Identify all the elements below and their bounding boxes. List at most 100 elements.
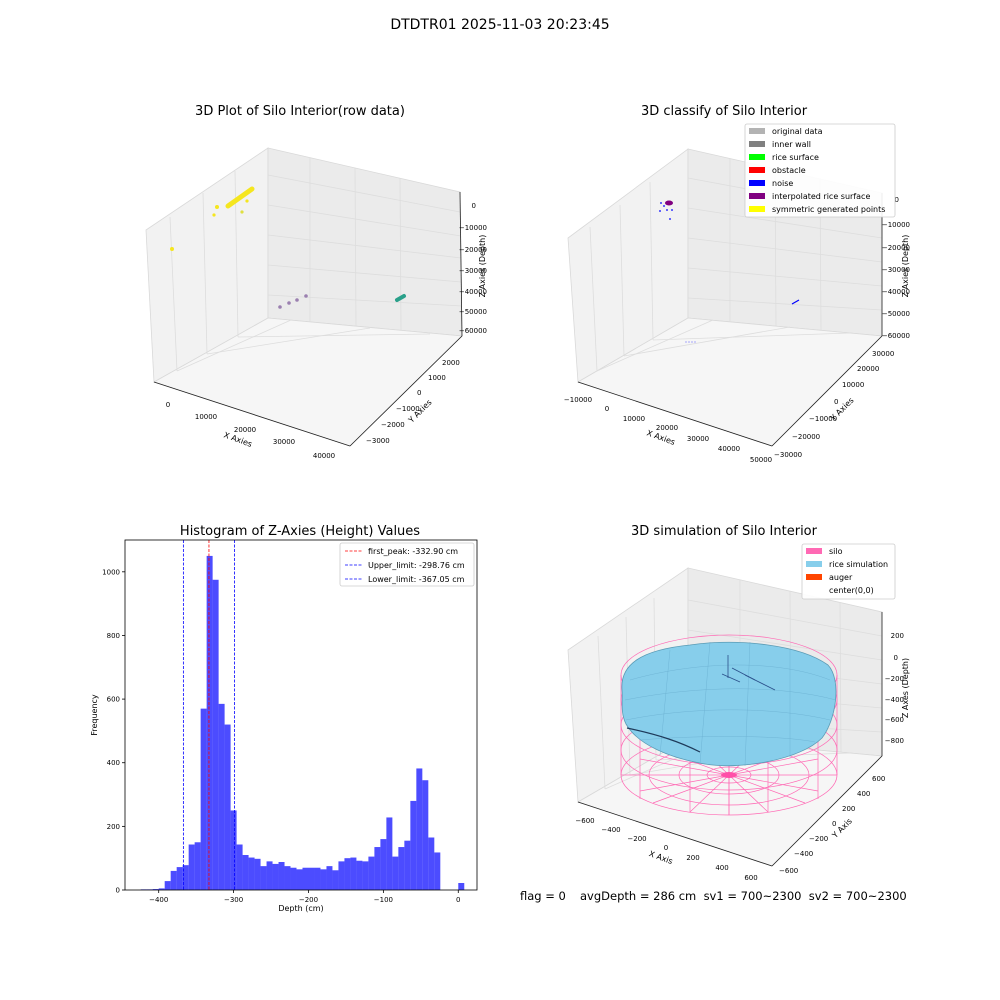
plot2-legend-label: original data bbox=[772, 127, 823, 136]
plot4-legend-label: center(0,0) bbox=[829, 586, 874, 595]
svg-text:40000: 40000 bbox=[718, 445, 740, 453]
histogram-bar bbox=[188, 844, 195, 890]
svg-text:0: 0 bbox=[834, 398, 838, 406]
plot4-legend-swatch-2 bbox=[806, 574, 822, 580]
plot4-z-label: Z Axes (Depth) bbox=[901, 658, 910, 718]
histogram-y-ticks: 0 200 400 600 800 1000 bbox=[102, 568, 125, 895]
svg-text:−20000: −20000 bbox=[459, 246, 487, 254]
plot1-point bbox=[295, 298, 299, 302]
histogram-bar bbox=[200, 708, 207, 890]
plot2-legend-swatch-6 bbox=[749, 206, 765, 212]
histogram-bar bbox=[152, 889, 159, 890]
histogram-bar bbox=[326, 866, 333, 890]
svg-text:−40000: −40000 bbox=[882, 288, 910, 296]
histogram-bar bbox=[362, 861, 369, 890]
plot1-point bbox=[170, 247, 174, 251]
histogram-x-tick-label: −200 bbox=[299, 896, 318, 904]
plot2-noise-line bbox=[791, 299, 800, 305]
histogram-x-tick-label: −100 bbox=[374, 896, 393, 904]
svg-text:−60000: −60000 bbox=[459, 327, 487, 335]
plot4-silo-center-mark bbox=[721, 772, 737, 778]
histogram-y-tick-label: 600 bbox=[107, 696, 120, 704]
histogram-frame bbox=[124, 539, 478, 891]
svg-text:−2000: −2000 bbox=[381, 421, 405, 429]
histogram-bar bbox=[248, 857, 255, 890]
svg-text:0: 0 bbox=[895, 196, 899, 204]
plot1-point bbox=[212, 213, 216, 217]
histogram-bar bbox=[176, 867, 183, 890]
svg-text:10000: 10000 bbox=[623, 415, 645, 423]
histogram-bar bbox=[254, 858, 261, 890]
histogram-bar bbox=[320, 869, 327, 890]
histogram-bar bbox=[206, 555, 213, 890]
svg-text:200: 200 bbox=[891, 632, 904, 640]
plot1-point bbox=[287, 301, 291, 305]
svg-text:−30000: −30000 bbox=[882, 266, 910, 274]
plot1-3d-axes: 0 10000 20000 30000 40000 2000 1000 0 −1… bbox=[145, 147, 487, 460]
svg-text:−60000: −60000 bbox=[882, 332, 910, 340]
plot2-legend-swatch-1 bbox=[749, 141, 765, 147]
histogram-bar bbox=[386, 817, 393, 890]
histogram-title: Histogram of Z-Axies (Height) Values bbox=[179, 524, 421, 539]
plot1-yellow-cluster bbox=[225, 186, 255, 209]
histogram-bar bbox=[338, 861, 345, 890]
histogram-bar bbox=[242, 855, 249, 890]
svg-text:0: 0 bbox=[166, 401, 170, 409]
plot2-legend-swatch-3 bbox=[749, 167, 765, 173]
svg-text:0: 0 bbox=[417, 389, 421, 397]
histogram-bar bbox=[422, 780, 429, 890]
plot4-rice-mesh bbox=[624, 641, 837, 767]
histogram-legend: first_peak: -332.90 cm Upper_limit: -298… bbox=[339, 542, 475, 587]
histogram-y-tick-label: 1000 bbox=[102, 568, 120, 576]
histogram-bar bbox=[236, 844, 243, 890]
plot2-y-ticks: 30000 20000 10000 0 −10000 −20000 −30000 bbox=[774, 350, 894, 459]
svg-text:−20000: −20000 bbox=[792, 433, 820, 441]
histogram-bar bbox=[194, 842, 201, 890]
plot2-z-ticks: 0 −10000 −20000 −30000 −40000 −50000 −60… bbox=[882, 196, 910, 340]
histogram-bar bbox=[398, 847, 405, 890]
svg-text:30000: 30000 bbox=[872, 350, 894, 358]
histogram-bar bbox=[434, 852, 441, 890]
histogram-bar bbox=[230, 810, 237, 890]
plot2-legend: original data inner wall rice surface ob… bbox=[744, 123, 896, 218]
histogram-y-tick-label: 800 bbox=[107, 632, 120, 640]
svg-text:−200: −200 bbox=[809, 835, 828, 843]
histogram-bar bbox=[218, 703, 225, 890]
svg-text:40000: 40000 bbox=[313, 452, 335, 460]
svg-text:200: 200 bbox=[842, 805, 855, 813]
histogram-bar bbox=[368, 856, 375, 890]
histogram-bar bbox=[314, 867, 321, 890]
svg-text:400: 400 bbox=[857, 790, 870, 798]
svg-text:−600: −600 bbox=[885, 716, 904, 724]
histogram-bar bbox=[278, 862, 285, 890]
svg-text:−10000: −10000 bbox=[882, 221, 910, 229]
svg-text:−10000: −10000 bbox=[564, 396, 592, 404]
flag-status: flag = 0 bbox=[520, 889, 566, 903]
svg-text:−10000: −10000 bbox=[809, 415, 837, 423]
plot4-title: 3D simulation of Silo Interior bbox=[631, 524, 817, 539]
svg-text:10000: 10000 bbox=[842, 381, 864, 389]
histogram-x-label: Depth (cm) bbox=[278, 904, 323, 913]
plot2-legend-label: noise bbox=[772, 179, 793, 188]
plot2-legend-label: rice surface bbox=[772, 153, 819, 162]
plot2-legend-swatch-4 bbox=[749, 180, 765, 186]
svg-text:−400: −400 bbox=[601, 826, 620, 834]
plot4-legend-swatch-0 bbox=[806, 548, 822, 554]
histogram-y-tick-label: 400 bbox=[107, 759, 120, 767]
histogram-bar bbox=[224, 724, 231, 890]
plot4-legend: silo rice simulation auger center(0,0) bbox=[801, 543, 896, 600]
histogram-bar bbox=[290, 867, 297, 890]
plot1-teal-cluster bbox=[395, 294, 406, 302]
svg-text:−10000: −10000 bbox=[459, 224, 487, 232]
histogram-y-tick-label: 0 bbox=[116, 887, 120, 895]
histogram-bar bbox=[350, 857, 357, 890]
plot1-point bbox=[278, 305, 282, 309]
histogram-bar bbox=[266, 861, 273, 890]
plot2-y-label: Y Axies bbox=[828, 396, 856, 424]
histogram-x-tick-label: −400 bbox=[149, 896, 168, 904]
plot4-x-label: X Axis bbox=[648, 849, 674, 866]
plot2-z-label: Z Axies (Depth) bbox=[901, 235, 910, 298]
plot4-legend-swatch-1 bbox=[806, 561, 822, 567]
histogram-bar bbox=[158, 888, 165, 890]
